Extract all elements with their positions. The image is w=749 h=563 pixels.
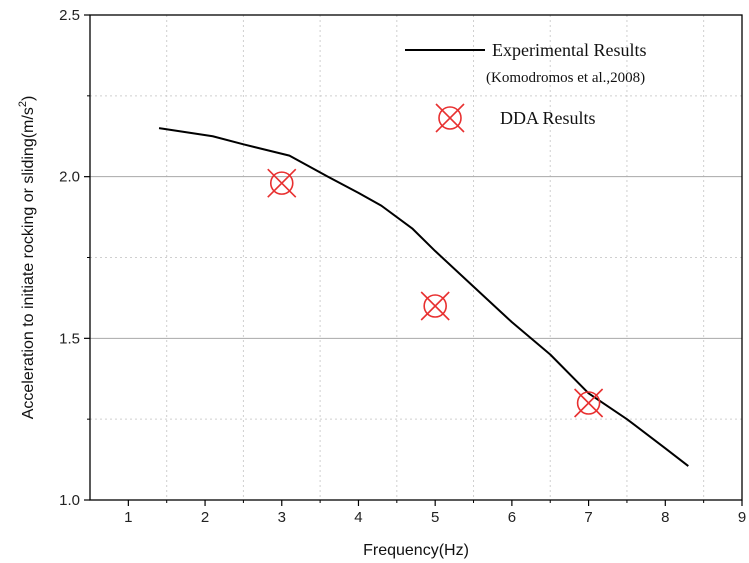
y-tick-label: 2.0 <box>59 169 80 186</box>
x-tick-label: 5 <box>431 509 439 526</box>
dda-result-point <box>267 168 297 198</box>
marker-circle <box>438 106 462 130</box>
legend-marker-label: DDA Results <box>500 108 596 128</box>
grid <box>90 15 742 500</box>
marker-cross-b <box>420 291 450 321</box>
dda-result-point <box>420 291 450 321</box>
marker-circle <box>576 391 601 415</box>
y-tick-label: 1.0 <box>59 492 80 509</box>
axes: 1 2 3 4 5 6 7 8 9 1.0 1.5 2.0 2.5 <box>59 7 746 526</box>
legend-marker-icon <box>435 103 465 133</box>
y-axis-title-main: Acceleration to initiate rocking or slid… <box>20 107 37 419</box>
y-axis-title-superscript: 2 <box>17 101 29 107</box>
x-tick-label: 2 <box>201 509 209 526</box>
experimental-results-line <box>158 127 689 467</box>
x-tick-label: 3 <box>278 509 286 526</box>
x-tick-label: 7 <box>584 509 592 526</box>
series-layer <box>158 127 689 467</box>
x-tick-label: 9 <box>738 509 746 526</box>
y-axis-title: Acceleration to initiate rocking or slid… <box>17 96 37 420</box>
marker-circle <box>423 294 447 318</box>
x-tick-label: 4 <box>354 509 362 526</box>
legend-marker-swatch <box>435 103 465 133</box>
legend-line-label: Experimental Results <box>492 40 646 60</box>
marker-cross-b <box>435 103 465 133</box>
x-tick-label: 1 <box>124 509 132 526</box>
marker-cross-b <box>574 388 604 418</box>
legend: Experimental Results (Komodromos et al.,… <box>405 40 646 133</box>
x-tick-label: 6 <box>508 509 516 526</box>
x-axis-title: Frequency(Hz) <box>363 542 469 559</box>
dda-result-point <box>574 388 604 418</box>
marker-circle <box>269 171 294 195</box>
y-axis-title-end: ) <box>20 96 37 101</box>
y-tick-label: 1.5 <box>59 330 80 347</box>
y-tick-label: 2.5 <box>59 7 80 24</box>
x-tick-label: 8 <box>661 509 669 526</box>
legend-line-citation: (Komodromos et al.,2008) <box>486 70 645 86</box>
marker-cross-b <box>267 168 297 198</box>
